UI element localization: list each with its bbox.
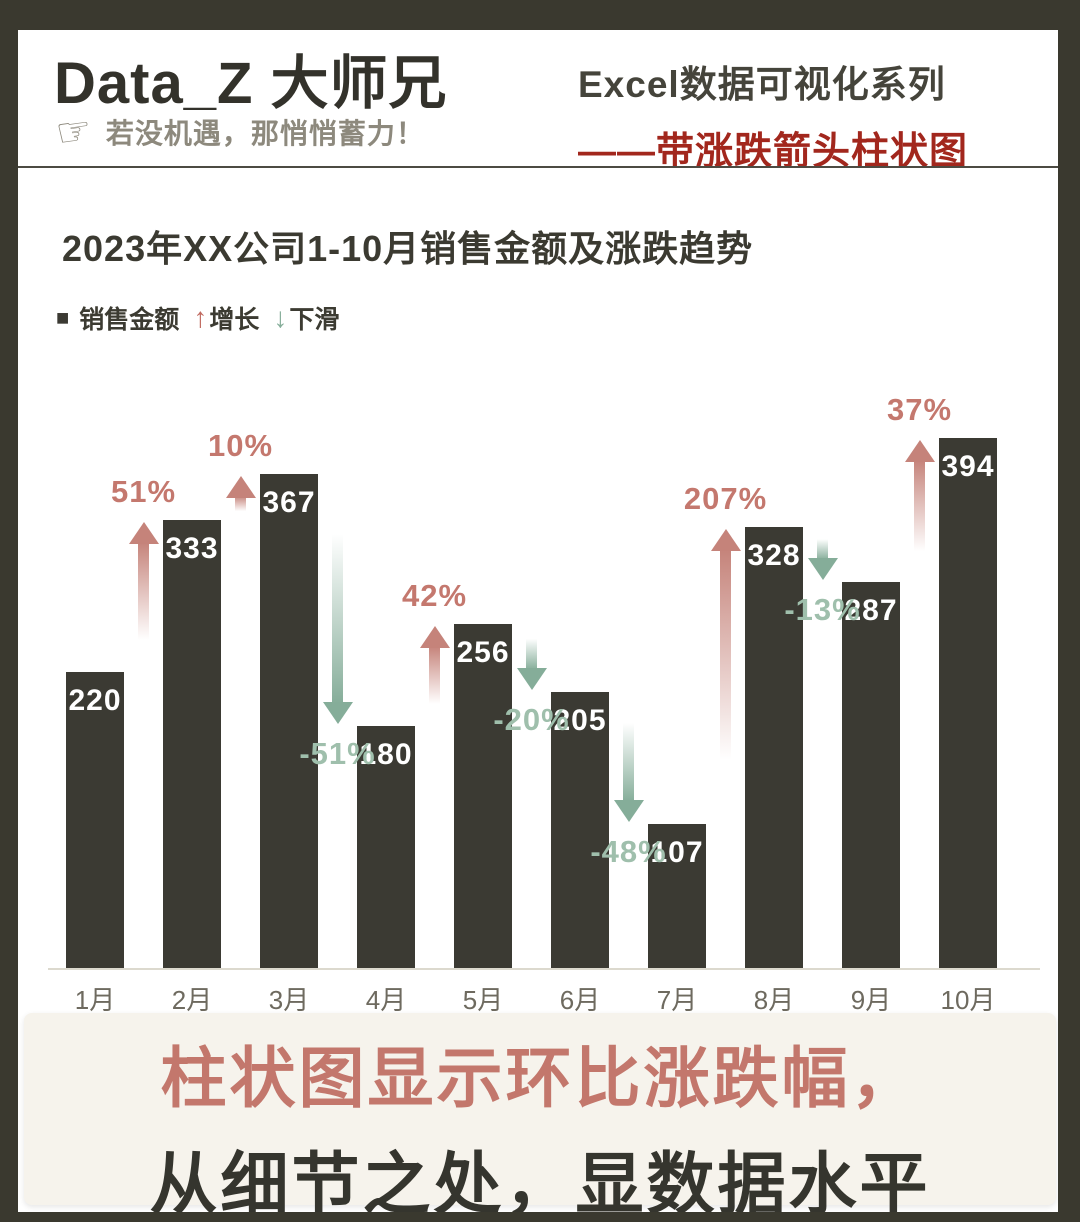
footer-line2: 从细节之处，显数据水平	[149, 1147, 931, 1222]
legend-bar-swatch-icon: ■	[56, 305, 70, 330]
up-arrow-shaft	[138, 542, 149, 645]
month-label-3月: 3月	[268, 985, 310, 1015]
bar-6月: 205	[551, 692, 609, 968]
frame-right	[1058, 0, 1080, 1222]
frame-left	[0, 0, 18, 1222]
month-label-1月: 1月	[74, 985, 116, 1015]
change-label: 10%	[207, 428, 274, 464]
month-label-10月: 10月	[940, 985, 996, 1015]
bar-value-label: 180	[359, 737, 413, 771]
frame-top	[0, 0, 1080, 30]
change-label: -20%	[493, 702, 570, 738]
down-arrow-head-icon	[613, 800, 644, 823]
up-arrow-shaft	[235, 496, 246, 512]
bar-8月: 328	[745, 526, 803, 968]
bar-7月: 107	[648, 824, 706, 968]
bar-value-label: 328	[747, 538, 801, 572]
month-label-6月: 6月	[559, 985, 601, 1015]
plot-area: 220 1月 333 2月 367 3月 180 4月 256 5月 205 6月 107 7月 328 8月…	[48, 380, 1040, 1015]
bar-3月: 367	[260, 474, 318, 968]
tagline-text: 若没机遇，那悄悄蓄力！	[105, 118, 425, 149]
down-arrow-shaft	[817, 537, 828, 560]
down-arrow-shaft	[332, 524, 343, 704]
legend-up-label: 增长	[209, 306, 260, 334]
down-arrow-shaft	[526, 637, 537, 671]
tagline-row: ☞ 若没机遇，那悄悄蓄力！	[53, 107, 425, 157]
header-divider	[18, 166, 1058, 168]
legend-bar-label: 销售金额	[79, 306, 180, 334]
bar-1月: 220	[66, 672, 124, 968]
up-arrow-head-icon	[710, 528, 741, 551]
up-arrow-shaft	[720, 548, 731, 771]
bar-value-label: 256	[456, 635, 510, 669]
month-label-8月: 8月	[753, 985, 795, 1015]
down-arrow-head-icon	[807, 557, 838, 580]
up-arrow-head-icon	[225, 476, 256, 499]
bar-4月: 180	[357, 725, 415, 968]
month-label-2月: 2月	[171, 985, 213, 1015]
chart-legend: ■ 销售金额 ↑ 增长 ↓ 下滑	[56, 300, 339, 336]
change-label: 207%	[683, 480, 768, 516]
frame-bottom	[0, 1212, 1080, 1222]
change-label: 51%	[110, 474, 177, 510]
down-arrow-head-icon	[516, 668, 547, 691]
series-block: Excel数据可视化系列 ——带涨跌箭头柱状图	[578, 54, 968, 175]
series-title: Excel数据可视化系列	[578, 64, 946, 105]
bar-value-label: 205	[553, 704, 607, 738]
up-arrow-shaft	[914, 460, 925, 557]
change-label: -13%	[784, 591, 861, 627]
chart-title: 2023年XX公司1-10月销售金额及涨跌趋势	[62, 228, 754, 269]
change-label: 37%	[886, 392, 953, 428]
legend-up-arrow-icon: ↑	[193, 302, 208, 333]
down-arrow-head-icon	[322, 701, 353, 724]
legend-down-label: 下滑	[289, 306, 340, 334]
up-arrow-shaft	[429, 645, 440, 708]
up-arrow-head-icon	[904, 440, 935, 463]
footer-banner: 柱状图显示环比涨跌幅， 从细节之处，显数据水平	[24, 1013, 1056, 1222]
change-label: -51%	[299, 735, 376, 771]
month-label-5月: 5月	[462, 985, 504, 1015]
up-arrow-head-icon	[128, 522, 159, 545]
down-arrow-shaft	[623, 718, 634, 803]
bar-value-label: 333	[165, 532, 219, 566]
change-label: -48%	[590, 834, 667, 870]
bar-9月: 287	[842, 582, 900, 968]
brand-title: Data_Z 大师兄	[54, 51, 448, 116]
pointing-hand-icon: ☞	[53, 107, 95, 157]
bar-5月: 256	[454, 623, 512, 968]
bar-value-label: 367	[262, 486, 316, 520]
month-label-9月: 9月	[850, 985, 892, 1015]
bar-value-label: 107	[650, 836, 704, 870]
bar-value-label: 287	[844, 594, 898, 627]
change-label: 42%	[401, 577, 468, 613]
footer-line1: 柱状图显示环比涨跌幅，	[160, 1041, 920, 1115]
bar-2月: 333	[163, 520, 221, 968]
up-arrow-head-icon	[419, 625, 450, 648]
bar-value-label: 220	[68, 684, 122, 718]
month-label-7月: 7月	[656, 985, 698, 1015]
x-axis-line	[48, 968, 1040, 970]
bar-value-label: 394	[941, 450, 995, 484]
month-label-4月: 4月	[365, 985, 407, 1015]
legend-down-arrow-icon: ↓	[273, 302, 288, 333]
bar-10月: 394	[939, 438, 997, 968]
